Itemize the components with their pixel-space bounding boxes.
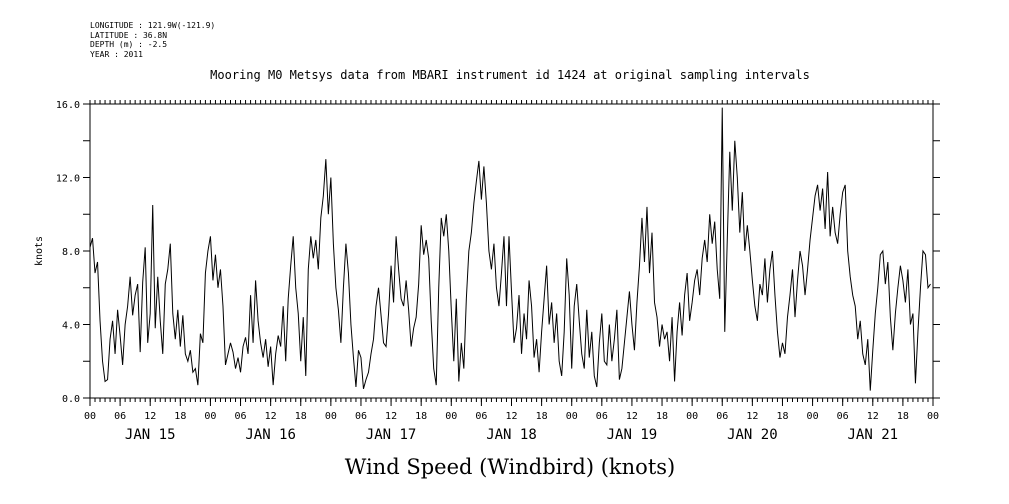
x-tick-label: 18 [174,411,186,422]
series-line [89,107,931,391]
metadata-year: YEAR : 2011 [90,49,143,59]
metadata-longitude: LONGITUDE : 121.9W(-121.9) [90,21,216,30]
metadata-latitude: LATITUDE : 36.8N [90,30,168,40]
y-axis-title: knots [34,236,45,266]
x-tick-label: 00 [807,411,819,422]
x-tick-label: 12 [385,411,397,422]
x-day-label: JAN 21 [847,427,898,443]
y-tick-label: 16.0 [56,100,80,111]
x-day-label: JAN 19 [607,427,658,443]
x-axis-title: Wind Speed (Windbird) (knots) [344,455,676,479]
x-tick-label: 18 [897,411,909,422]
x-day-label: JAN 20 [727,427,778,443]
metadata-block: LONGITUDE : 121.9W(-121.9) LATITUDE : 36… [90,21,215,59]
x-tick-label: 12 [626,411,638,422]
x-tick-label: 18 [295,411,307,422]
x-tick-label: 00 [204,411,216,422]
plot-frame [89,103,934,399]
y-tick-label: 4.0 [62,321,80,332]
x-tick-label: 12 [867,411,879,422]
x-tick-label: 06 [596,411,608,422]
x-tick-label: 06 [355,411,367,422]
metadata-depth: DEPTH (m) : -2.5 [90,40,168,49]
x-day-label: JAN 18 [486,427,537,443]
x-tick-label: 00 [686,411,698,422]
x-tick-label: 06 [837,411,849,422]
x-tick-label: 12 [144,411,156,422]
x-day-label: JAN 15 [125,427,176,443]
plot-title: Mooring M0 Metsys data from MBARI instru… [210,68,810,82]
x-tick-label: 18 [776,411,788,422]
x-tick-label: 12 [746,411,758,422]
x-tick-label: 00 [445,411,457,422]
x-tick-label: 06 [475,411,487,422]
x-tick-label: 06 [114,411,126,422]
x-tick-label: 18 [656,411,668,422]
y-tick-label: 0.0 [62,394,80,405]
x-tick-label: 00 [566,411,578,422]
x-tick-label: 00 [927,411,939,422]
x-day-label: JAN 16 [245,427,296,443]
x-tick-label: 06 [716,411,728,422]
x-tick-label: 00 [325,411,337,422]
x-day-label: JAN 17 [366,427,417,443]
x-tick-label: 06 [235,411,247,422]
x-tick-label: 12 [505,411,517,422]
y-tick-label: 8.0 [62,247,80,258]
y-tick-label: 12.0 [56,174,80,185]
x-tick-label: 18 [415,411,427,422]
x-tick-label: 18 [536,411,548,422]
x-tick-label: 00 [84,411,96,422]
x-tick-label: 12 [265,411,277,422]
